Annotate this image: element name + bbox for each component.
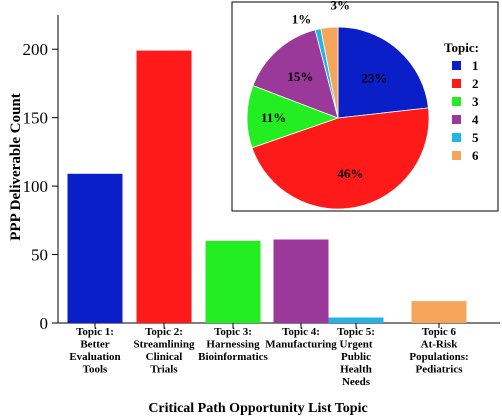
legend-swatch-topic-3 (452, 97, 461, 106)
y-tick-label: 50 (31, 246, 48, 265)
x-tick-label-topic-1: Topic 1: Better Evaluation Tools (69, 326, 120, 376)
y-tick-label: 150 (23, 109, 49, 128)
pie-slice-topic-4 (252, 29, 339, 119)
pie-slice-topic-1 (337, 26, 429, 119)
y-tick-label: 0 (40, 314, 49, 333)
y-tick-label: 200 (23, 40, 49, 59)
pie-slice-topic-2 (251, 107, 430, 210)
bar-topic-2 (136, 50, 192, 323)
legend-label-topic-3: 3 (472, 94, 479, 109)
bar-topic-5 (328, 317, 384, 323)
y-axis-label: PPP Deliverable Count (8, 93, 24, 240)
legend-label-topic-4: 4 (472, 112, 479, 127)
legend-swatch-topic-6 (452, 151, 461, 160)
legend-swatch-topic-2 (452, 79, 461, 88)
legend-label-topic-2: 2 (472, 76, 479, 91)
legend-swatch-topic-5 (452, 133, 461, 142)
legend-swatch-topic-4 (452, 115, 461, 124)
x-axis-label: Critical Path Opportunity List Topic (148, 401, 367, 416)
pie-label-topic-5: 1% (292, 12, 312, 27)
pie-label-topic-2: 46% (337, 166, 363, 181)
legend-label-topic-1: 1 (472, 58, 479, 73)
x-tick-label-topic-5: Topic 5: Urgent Public Health Needs (337, 326, 375, 388)
pie-label-topic-1: 23% (361, 70, 387, 85)
bar-topic-6 (411, 301, 467, 323)
x-tick-label-topic-4: Topic 4: Manufacturing (265, 326, 337, 351)
legend-title: Topic: (444, 40, 479, 55)
bar-topic-3 (205, 240, 261, 323)
legend-label-topic-5: 5 (472, 130, 479, 145)
pie-inset: 23% 46% 11% 15% 1% 3% Topic: 1 2 3 4 5 6 (231, 0, 499, 212)
pie-slice-topic-6 (320, 26, 339, 119)
x-tick-label-topic-2: Topic 2: Streamlining Clinical Trials (134, 326, 195, 376)
pie-label-topic-6: 3% (331, 0, 351, 13)
x-tick-label-topic-3: Topic 3: Harnessing Bioinformatics (198, 326, 268, 363)
bar-chart: PPP Deliverable Count Critical Path Oppo… (8, 15, 500, 416)
y-tick-label: 100 (23, 177, 49, 196)
x-tick-label-topic-6: Topic 6 At-Risk Populations: Pediatrics (409, 326, 468, 376)
bar-topic-4 (273, 239, 329, 323)
legend-label-topic-6: 6 (472, 148, 479, 163)
pie-label-topic-3: 11% (261, 110, 286, 125)
bar-topic-1 (67, 173, 123, 323)
legend-swatch-topic-1 (452, 61, 461, 70)
pie-label-topic-4: 15% (287, 69, 313, 84)
